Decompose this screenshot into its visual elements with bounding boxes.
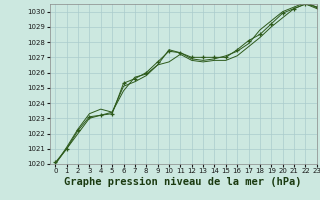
X-axis label: Graphe pression niveau de la mer (hPa): Graphe pression niveau de la mer (hPa) — [64, 177, 302, 187]
